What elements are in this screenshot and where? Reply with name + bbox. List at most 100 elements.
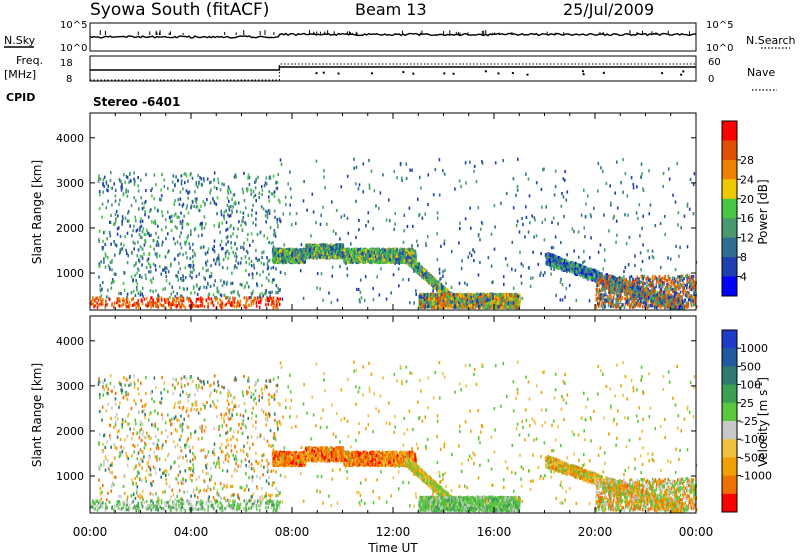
- range-cell: [353, 250, 355, 254]
- range-cell: [121, 182, 123, 187]
- range-cell: [377, 252, 380, 256]
- range-cell: [115, 244, 118, 248]
- range-cell: [194, 253, 197, 257]
- range-cell: [212, 197, 214, 201]
- range-cell: [161, 214, 164, 218]
- range-cell: [241, 187, 244, 191]
- range-cell: [100, 260, 102, 264]
- range-cell: [155, 231, 157, 235]
- range-cell: [403, 258, 406, 262]
- range-cell: [190, 291, 192, 295]
- range-cell: [304, 259, 306, 263]
- range-cell: [255, 256, 257, 260]
- range-cell: [139, 226, 141, 230]
- range-cell: [181, 204, 184, 208]
- range-cell: [272, 241, 274, 245]
- range-cell: [96, 305, 99, 309]
- range-cell: [122, 297, 125, 301]
- range-cell: [280, 249, 282, 253]
- range-cell: [187, 211, 190, 215]
- range-cell: [128, 180, 130, 184]
- range-cell: [196, 197, 198, 201]
- range-cell: [205, 263, 208, 267]
- range-cell: [229, 213, 232, 217]
- range-cell: [264, 214, 267, 218]
- range-cell: [167, 232, 169, 236]
- range-cell: [192, 285, 195, 289]
- range-cell: [210, 301, 213, 305]
- range-cell: [251, 292, 253, 296]
- range-cell: [199, 300, 202, 304]
- range-cell: [226, 203, 229, 207]
- range-cell: [244, 206, 247, 210]
- range-cell: [149, 303, 151, 307]
- range-cell: [285, 251, 287, 255]
- range-cell: [193, 304, 195, 308]
- range-cell: [104, 305, 107, 309]
- range-cell: [132, 289, 135, 293]
- range-cell: [184, 172, 187, 176]
- range-cell: [370, 247, 373, 251]
- range-cell: [268, 240, 270, 245]
- range-cell: [293, 253, 296, 257]
- range-cell: [149, 244, 152, 248]
- range-cell: [147, 231, 149, 235]
- range-cell: [387, 258, 390, 262]
- range-cell: [276, 250, 278, 254]
- range-cell: [241, 219, 243, 223]
- range-cell: [228, 208, 231, 212]
- range-cell: [150, 189, 152, 193]
- range-cell: [216, 296, 219, 301]
- range-cell: [352, 252, 355, 257]
- range-cell: [138, 258, 140, 262]
- range-cell: [299, 256, 302, 260]
- range-cell: [331, 251, 333, 255]
- range-cell: [211, 300, 214, 304]
- range-cell: [214, 279, 216, 283]
- nave-dip: [661, 72, 664, 75]
- range-cell: [98, 190, 101, 194]
- range-cell: [267, 265, 269, 269]
- range-cell: [276, 253, 279, 257]
- range-cell: [260, 299, 262, 303]
- range-cell: [287, 258, 289, 262]
- range-cell: [388, 247, 391, 251]
- range-cell: [266, 299, 269, 303]
- range-cell: [209, 191, 211, 195]
- range-cell: [295, 258, 298, 262]
- range-cell: [152, 300, 154, 304]
- range-cell: [392, 254, 395, 258]
- range-cell: [190, 301, 193, 305]
- range-cell: [113, 240, 115, 244]
- range-cell: [332, 254, 335, 258]
- range-cell: [184, 306, 187, 310]
- range-cell: [137, 189, 140, 193]
- range-cell: [203, 215, 206, 219]
- nave-dip: [452, 72, 455, 75]
- range-cell: [154, 219, 156, 223]
- range-cell: [232, 193, 235, 197]
- range-cell: [141, 263, 143, 267]
- range-cell: [234, 251, 237, 256]
- range-cell: [255, 217, 257, 221]
- range-cell: [247, 285, 250, 289]
- range-cell: [208, 297, 211, 301]
- range-cell: [150, 296, 152, 300]
- range-cell: [120, 304, 123, 308]
- range-cell: [192, 264, 195, 268]
- range-cell: [394, 247, 396, 251]
- range-cell: [243, 247, 245, 251]
- range-cell: [379, 257, 381, 261]
- range-cell: [106, 188, 108, 192]
- range-cell: [285, 249, 288, 254]
- range-cell: [98, 264, 100, 269]
- range-cell: [118, 226, 120, 230]
- range-cell: [362, 247, 365, 251]
- range-cell: [105, 303, 107, 307]
- range-cell: [324, 244, 327, 248]
- range-cell: [141, 201, 144, 205]
- range-cell: [100, 298, 102, 302]
- range-cell: [103, 230, 106, 234]
- range-cell: [176, 215, 178, 219]
- range-cell: [208, 292, 210, 296]
